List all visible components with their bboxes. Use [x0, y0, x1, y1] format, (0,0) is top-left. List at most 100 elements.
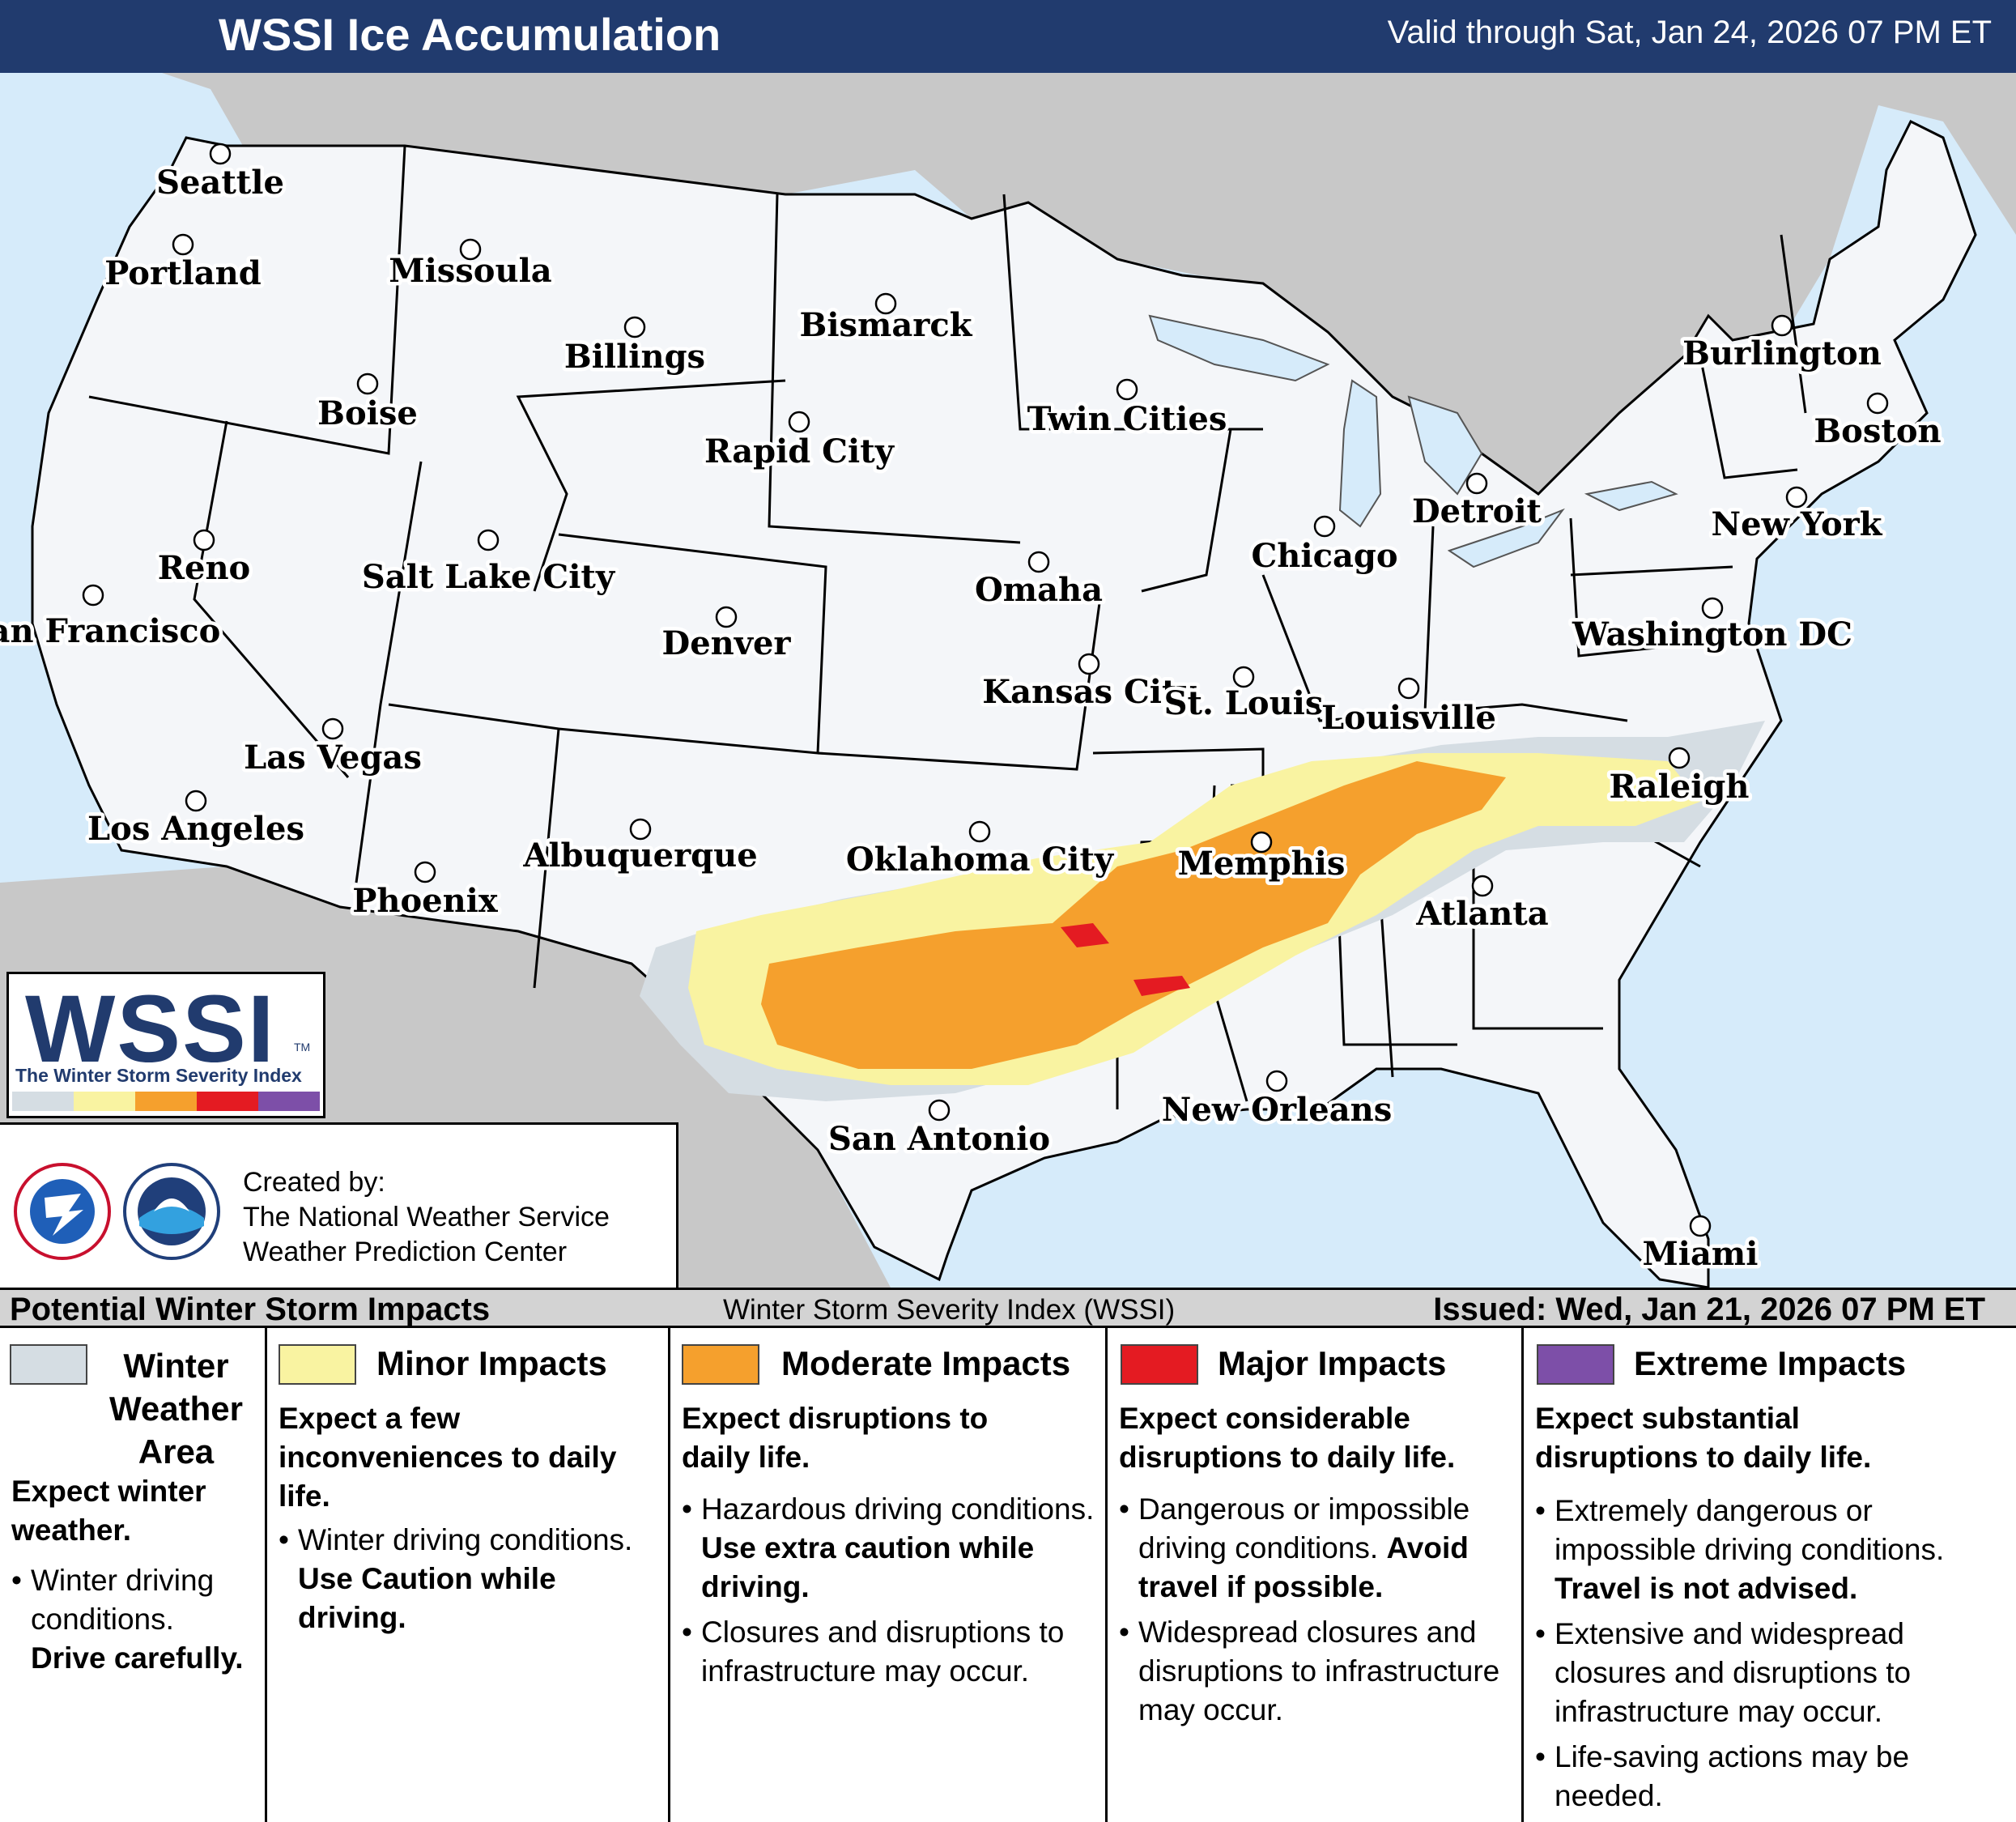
legend-winter-title: Winter Weather Area	[109, 1344, 243, 1473]
city-marker-new-orleans	[1265, 1070, 1288, 1092]
city-labels: Seattle Portland Missoula Bismarck Billi…	[0, 160, 1945, 1277]
city-marker-detroit	[1465, 472, 1488, 495]
legend-subtitle: Winter Storm Severity Index (WSSI)	[723, 1294, 1176, 1326]
bullet-bold: Use Caution while driving.	[298, 1562, 556, 1634]
city-marker-missoula	[459, 238, 482, 261]
city-label: Rapid City	[704, 432, 895, 470]
city-marker-billings	[623, 316, 646, 338]
credit-text: Created by: The National Weather Service…	[243, 1165, 610, 1270]
legend-major-bullet: Dangerous or impossible driving conditio…	[1119, 1490, 1524, 1607]
bullet-text: Extremely dangerous or impossible drivin…	[1555, 1494, 1945, 1566]
header-bar: WSSI Ice Accumulation Valid through Sat,…	[0, 0, 2016, 73]
city-marker-louisville	[1397, 677, 1420, 700]
city-marker-omaha	[1027, 551, 1050, 573]
swatch-extreme	[258, 1092, 320, 1111]
map-svg: Seattle Portland Missoula Bismarck Billi…	[0, 73, 2016, 1288]
swatch-minor	[74, 1092, 135, 1111]
city-marker-san-antonio	[928, 1099, 951, 1122]
city-marker-new-york	[1785, 486, 1808, 509]
city-label: Bismarck	[800, 306, 973, 344]
legend-winter-expect-line: weather.	[11, 1513, 132, 1547]
city-label: Denver	[662, 624, 792, 662]
city-label: Oklahoma City	[846, 841, 1115, 879]
city-marker-miami	[1689, 1215, 1712, 1237]
city-marker-san-francisco	[82, 584, 104, 607]
city-label: St. Louis	[1164, 684, 1324, 722]
city-marker-albuquerque	[629, 818, 652, 841]
map-title: WSSI Ice Accumulation	[219, 9, 721, 60]
legend-winter-title-line: Area	[138, 1432, 215, 1471]
credit-line-3: Weather Prediction Center	[243, 1237, 568, 1267]
bullet-text: Winter driving conditions.	[298, 1523, 633, 1556]
legend-extreme-bullet: Extremely dangerous or impossible drivin…	[1535, 1492, 2005, 1608]
city-marker-las-vegas	[321, 717, 344, 740]
legend-moderate-expect: Expect disruptions to daily life.	[682, 1402, 989, 1474]
city-label: Los Angeles	[87, 810, 304, 848]
city-marker-phoenix	[414, 861, 436, 883]
legend-minor-bullets: Winter driving conditions. Use Caution w…	[279, 1521, 667, 1644]
city-marker-boise	[356, 372, 379, 395]
lake-huron	[1407, 395, 1483, 496]
city-marker-los-angeles	[185, 790, 207, 812]
legend-moderate-bullets: Hazardous driving conditions. Use extra …	[682, 1490, 1095, 1697]
city-markers	[82, 143, 1889, 1237]
bullet-text: Widespread closures and disruptions to i…	[1138, 1616, 1500, 1726]
legend-winter-bullet: Winter driving conditions. Drive carefull…	[11, 1561, 267, 1678]
bullet-text: Winter driving conditions.	[31, 1564, 215, 1636]
swatch-winter	[12, 1092, 74, 1111]
bullet-text: Hazardous driving conditions.	[701, 1492, 1095, 1526]
credit-line-2: The National Weather Service	[243, 1202, 610, 1232]
city-marker-memphis	[1250, 831, 1273, 854]
city-label: Portland	[104, 254, 261, 292]
bullet-bold: Travel is not advised.	[1555, 1572, 1858, 1605]
city-marker-chicago	[1313, 515, 1336, 538]
city-label: Boston	[1814, 412, 1941, 450]
bullet-text: Closures and disruptions to infrastructu…	[701, 1616, 1065, 1688]
lake-superior	[1148, 314, 1330, 382]
city-marker-portland	[172, 233, 194, 256]
bullet-bold: Drive carefully.	[31, 1641, 244, 1675]
bullet-text: Extensive and widespread closures and di…	[1555, 1617, 1912, 1728]
city-label: Burlington	[1682, 334, 1882, 372]
city-label: Twin Cities	[1027, 400, 1227, 438]
legend-minor-bullet: Winter driving conditions. Use Caution w…	[279, 1521, 667, 1637]
city-label: Washington DC	[1572, 615, 1852, 653]
lake-ontario	[1584, 480, 1678, 512]
legend-major-title: Major Impacts	[1218, 1344, 1447, 1382]
city-marker-atlanta	[1471, 875, 1494, 897]
wssi-logo-swatches	[12, 1092, 320, 1111]
issued-time: Issued: Wed, Jan 21, 2026 07 PM ET	[1433, 1292, 1985, 1327]
legend-extreme-bullet: Life-saving actions may be needed.	[1535, 1738, 2005, 1816]
city-label: Omaha	[975, 571, 1103, 609]
city-marker-burlington	[1771, 314, 1793, 337]
city-marker-seattle	[209, 143, 232, 165]
legend-moderate: Moderate Impacts Expect disruptions to d…	[670, 1328, 1108, 1822]
city-marker-twin-cities	[1116, 378, 1138, 401]
legend-winter: Winter Weather Area Expect winter weathe…	[0, 1328, 267, 1822]
legend-winter-expect-line: Expect winter	[11, 1475, 206, 1508]
noaa-logo-icon	[123, 1163, 220, 1260]
city-label: Memphis	[1178, 845, 1346, 883]
city-label: Miami	[1643, 1235, 1759, 1273]
bullet-text: Dangerous or impossible driving conditio…	[1138, 1492, 1470, 1564]
legend-title: Potential Winter Storm Impacts	[10, 1292, 491, 1327]
city-label: San Antonio	[828, 1120, 1050, 1158]
city-marker-denver	[715, 606, 738, 628]
legend-winter-bullets: Winter driving conditions. Drive carefull…	[11, 1561, 267, 1684]
wssi-logo: WSSI TM The Winter Storm Severity Index	[6, 972, 325, 1118]
city-label: Phoenix	[352, 882, 499, 920]
wssi-logo-tm: TM	[294, 1041, 311, 1054]
city-label: Seattle	[156, 164, 284, 202]
legend-extreme-expect: Expect substantial disruptions to daily …	[1535, 1402, 1872, 1474]
legend-winter-swatch	[10, 1344, 87, 1385]
major-area	[1061, 923, 1190, 996]
city-label: Las Vegas	[244, 739, 422, 777]
legend-moderate-bullet: Hazardous driving conditions. Use extra …	[682, 1490, 1095, 1607]
lake-erie	[1447, 508, 1565, 568]
city-marker-washington-dc	[1701, 597, 1724, 619]
legend-extreme-bullet: Extensive and widespread closures and di…	[1535, 1615, 2005, 1731]
city-label: Albuquerque	[522, 837, 757, 875]
legend-minor-swatch	[279, 1344, 356, 1385]
lake-michigan	[1338, 379, 1382, 528]
city-label: New Orleans	[1162, 1091, 1392, 1129]
